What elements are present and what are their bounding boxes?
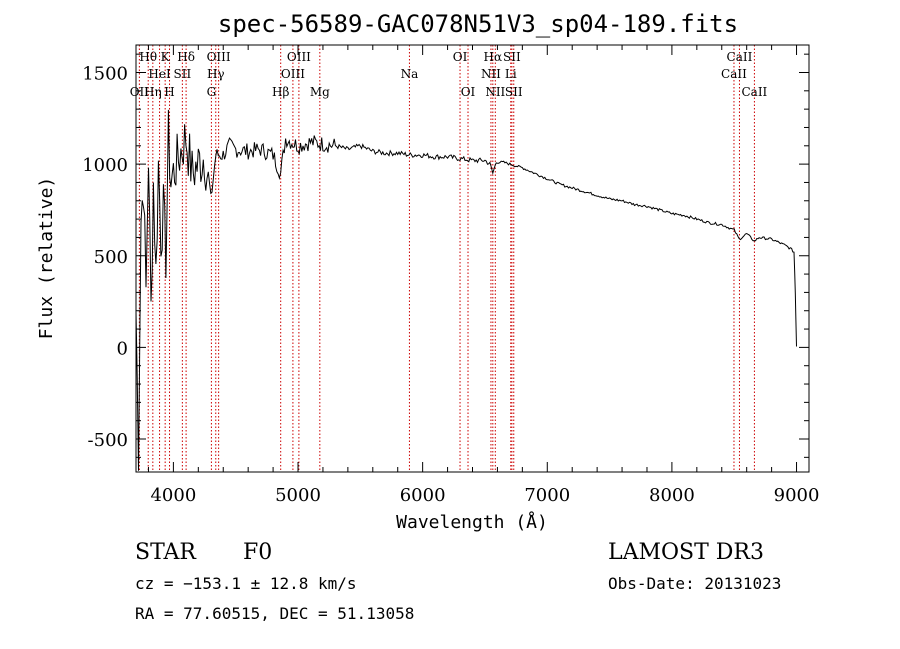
x-tick-label: 6000: [400, 485, 446, 506]
x-tick-label: 7000: [524, 485, 570, 506]
line-label: G: [207, 85, 217, 99]
line-label: OIII: [287, 50, 311, 64]
x-axis-label: Wavelength (Å): [396, 511, 548, 533]
y-tick-label: 500: [94, 247, 128, 268]
line-label: Li: [505, 67, 517, 81]
ra-dec-coordinates: RA = 77.60515, DEC = 51.13058: [135, 604, 415, 623]
line-label: CaII: [741, 85, 767, 99]
y-tick-label: 1500: [82, 63, 128, 84]
line-label: H: [164, 85, 174, 99]
object-class: STAR: [135, 540, 196, 565]
observation-date: Obs-Date: 20131023: [608, 574, 782, 593]
plot-frame: [135, 44, 810, 473]
survey-name: LAMOST DR3: [608, 540, 764, 565]
line-label: SII: [505, 85, 523, 99]
x-tick-label: 4000: [150, 485, 196, 506]
line-label: NII: [485, 85, 505, 99]
line-label: OIII: [207, 50, 231, 64]
y-tick-label: 1000: [82, 155, 128, 176]
line-label: CaII: [721, 67, 747, 81]
x-tick-label: 8000: [649, 485, 695, 506]
line-label: Na: [401, 67, 419, 81]
object-subclass: F0: [243, 540, 273, 565]
x-tick-label: 5000: [275, 485, 321, 506]
line-label: Hδ: [177, 50, 195, 64]
line-label: Hβ: [272, 85, 289, 99]
spectral-line-markers: [138, 45, 755, 472]
line-label: SII: [503, 50, 521, 64]
y-tick-label: 0: [117, 338, 128, 359]
y-axis-label: Flux (relative): [36, 177, 57, 340]
line-label: HeI: [148, 67, 171, 81]
line-label: SII: [174, 67, 192, 81]
line-label: Hθ: [139, 50, 157, 64]
line-label: Mg: [310, 85, 330, 99]
line-label: OIII: [281, 67, 305, 81]
line-label: Hα: [484, 50, 503, 64]
line-label: CaII: [727, 50, 753, 64]
y-axis: -500 0 500 1000 1500: [82, 53, 809, 458]
spectral-line-labels: HθOIIHηHeIKHSIIHδGHγOIIIHβOIIIOIIIMgNaOI…: [130, 50, 768, 99]
x-axis: 4000 5000 6000 7000 8000 9000: [147, 45, 820, 506]
redshift-velocity: cz = −153.1 ± 12.8 km/s: [135, 574, 357, 593]
line-label: Hη: [144, 85, 162, 99]
line-label: NII: [481, 67, 501, 81]
line-label: OII: [130, 85, 150, 99]
line-label: OI: [461, 85, 476, 99]
spectrum-line: [135, 109, 797, 471]
chart-title: spec-56589-GAC078N51V3_sp04-189.fits: [218, 10, 738, 38]
x-tick-label: 9000: [774, 485, 820, 506]
y-tick-label: -500: [88, 430, 128, 451]
line-label: OI: [453, 50, 468, 64]
line-label: K: [161, 50, 171, 64]
line-label: Hγ: [207, 67, 225, 81]
